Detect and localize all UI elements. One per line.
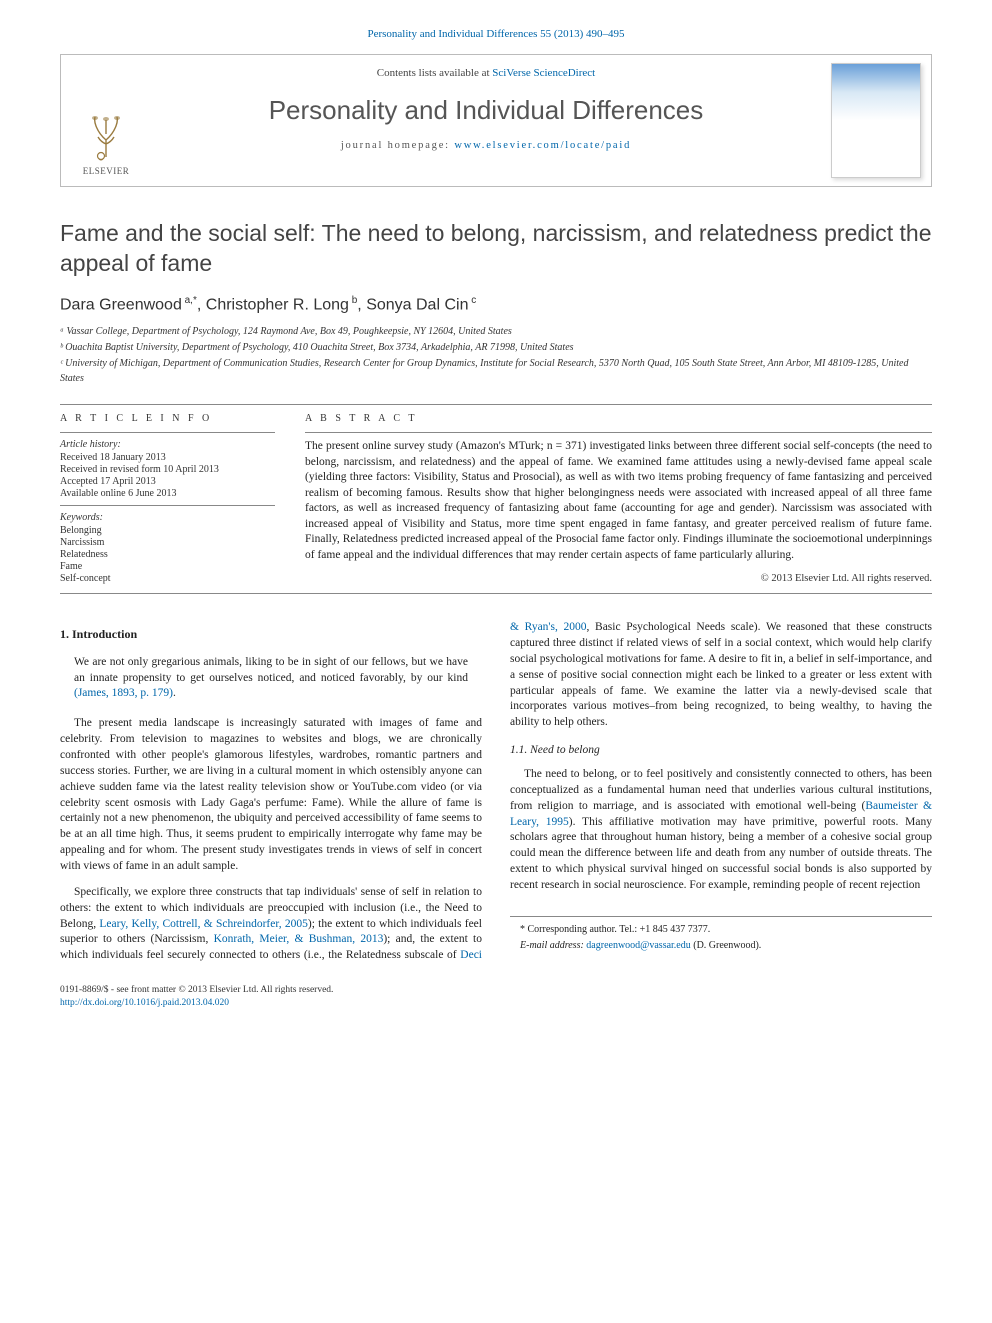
journal-info: Contents lists available at SciVerse Sci… — [151, 55, 821, 186]
need-to-belong-para: The need to belong, or to feel positivel… — [510, 767, 932, 894]
abstract-text: The present online survey study (Amazon'… — [305, 439, 932, 563]
contents-prefix: Contents lists available at — [377, 67, 492, 79]
email-label: E-mail address: — [520, 940, 586, 951]
author-2-aff: b — [349, 295, 357, 306]
keyword: Fame — [60, 561, 275, 572]
keyword: Belonging — [60, 525, 275, 536]
cite-konrath-2013[interactable]: Konrath, Meier, & Bushman, 2013 — [214, 933, 384, 945]
cite-leary-2005[interactable]: Leary, Kelly, Cottrell, & Schreindorfer,… — [99, 918, 308, 930]
doi-link[interactable]: http://dx.doi.org/10.1016/j.paid.2013.04… — [60, 998, 229, 1008]
article-info: A R T I C L E I N F O Article history: R… — [60, 413, 275, 585]
author-3: Sonya Dal Cin — [366, 296, 468, 313]
affiliation-b: ᵇ Ouachita Baptist University, Departmen… — [60, 340, 932, 355]
contents-available: Contents lists available at SciVerse Sci… — [161, 67, 811, 79]
elsevier-logo: ELSEVIER — [81, 112, 131, 176]
author-2: Christopher R. Long — [206, 296, 349, 313]
history-online: Available online 6 June 2013 — [60, 488, 275, 499]
keywords-label: Keywords: — [60, 512, 275, 523]
divider — [305, 432, 932, 433]
divider — [60, 404, 932, 405]
author-1-aff: a, — [182, 295, 193, 306]
article-body: 1. Introduction We are not only gregario… — [60, 620, 932, 964]
email-suffix: (D. Greenwood). — [691, 940, 762, 951]
publisher-name: ELSEVIER — [81, 166, 131, 176]
section-1-1-heading: 1.1. Need to belong — [510, 743, 932, 759]
corresponding-author-footnote: * Corresponding author. Tel.: +1 845 437… — [510, 916, 932, 953]
quote-citation[interactable]: (James, 1893, p. 179) — [74, 687, 173, 699]
info-abstract-row: A R T I C L E I N F O Article history: R… — [60, 413, 932, 585]
keyword: Relatedness — [60, 549, 275, 560]
keyword: Narcissism — [60, 537, 275, 548]
intro-para-1: The present media landscape is increasin… — [60, 716, 482, 875]
sciencedirect-link[interactable]: SciVerse ScienceDirect — [492, 67, 595, 79]
elsevier-tree-icon — [81, 112, 131, 162]
affiliations: ᵃ Vassar College, Department of Psycholo… — [60, 324, 932, 386]
journal-header: ELSEVIER Contents lists available at Sci… — [60, 54, 932, 187]
article-title: Fame and the social self: The need to be… — [60, 219, 932, 279]
homepage-link[interactable]: www.elsevier.com/locate/paid — [454, 140, 631, 151]
history-received: Received 18 January 2013 — [60, 452, 275, 463]
front-matter-line: 0191-8869/$ - see front matter © 2013 El… — [60, 984, 932, 997]
corr-author-line: * Corresponding author. Tel.: +1 845 437… — [510, 923, 932, 937]
journal-homepage: journal homepage: www.elsevier.com/locat… — [161, 140, 811, 151]
corr-email-link[interactable]: dagreenwood@vassar.edu — [586, 940, 690, 951]
author-3-aff: c — [468, 295, 476, 306]
publisher-block: ELSEVIER — [61, 55, 151, 186]
author-1-corr: * — [193, 295, 197, 306]
journal-cover-thumb — [831, 63, 921, 178]
homepage-prefix: journal homepage: — [341, 140, 454, 151]
abstract-copyright: © 2013 Elsevier Ltd. All rights reserved… — [305, 573, 932, 584]
author-1: Dara Greenwood — [60, 296, 182, 313]
section-1-heading: 1. Introduction — [60, 626, 482, 643]
divider — [60, 505, 275, 506]
abstract-heading: A B S T R A C T — [305, 413, 932, 424]
history-label: Article history: — [60, 439, 275, 450]
abstract: A B S T R A C T The present online surve… — [305, 413, 932, 585]
cover-block — [821, 55, 931, 186]
journal-reference: Personality and Individual Differences 5… — [60, 28, 932, 40]
article-info-heading: A R T I C L E I N F O — [60, 413, 275, 424]
quote-text: We are not only gregarious animals, liki… — [74, 656, 468, 684]
divider — [60, 432, 275, 433]
divider — [60, 593, 932, 594]
journal-title: Personality and Individual Differences — [161, 95, 811, 126]
history-revised: Received in revised form 10 April 2013 — [60, 464, 275, 475]
journal-ref-link[interactable]: Personality and Individual Differences 5… — [367, 28, 624, 40]
history-accepted: Accepted 17 April 2013 — [60, 476, 275, 487]
p3-b: ). This affiliative motivation may have … — [510, 816, 932, 891]
keyword: Self-concept — [60, 573, 275, 584]
author-list: Dara Greenwood a,*, Christopher R. Long … — [60, 295, 932, 314]
epigraph-quote: We are not only gregarious animals, liki… — [74, 655, 468, 703]
corr-email-line: E-mail address: dagreenwood@vassar.edu (… — [510, 939, 932, 953]
p2-d: , Basic Psychological Needs scale). We r… — [510, 621, 932, 728]
affiliation-a: ᵃ Vassar College, Department of Psycholo… — [60, 324, 932, 339]
page-footer: 0191-8869/$ - see front matter © 2013 El… — [60, 984, 932, 1011]
affiliation-c: ᶜ University of Michigan, Department of … — [60, 356, 932, 386]
